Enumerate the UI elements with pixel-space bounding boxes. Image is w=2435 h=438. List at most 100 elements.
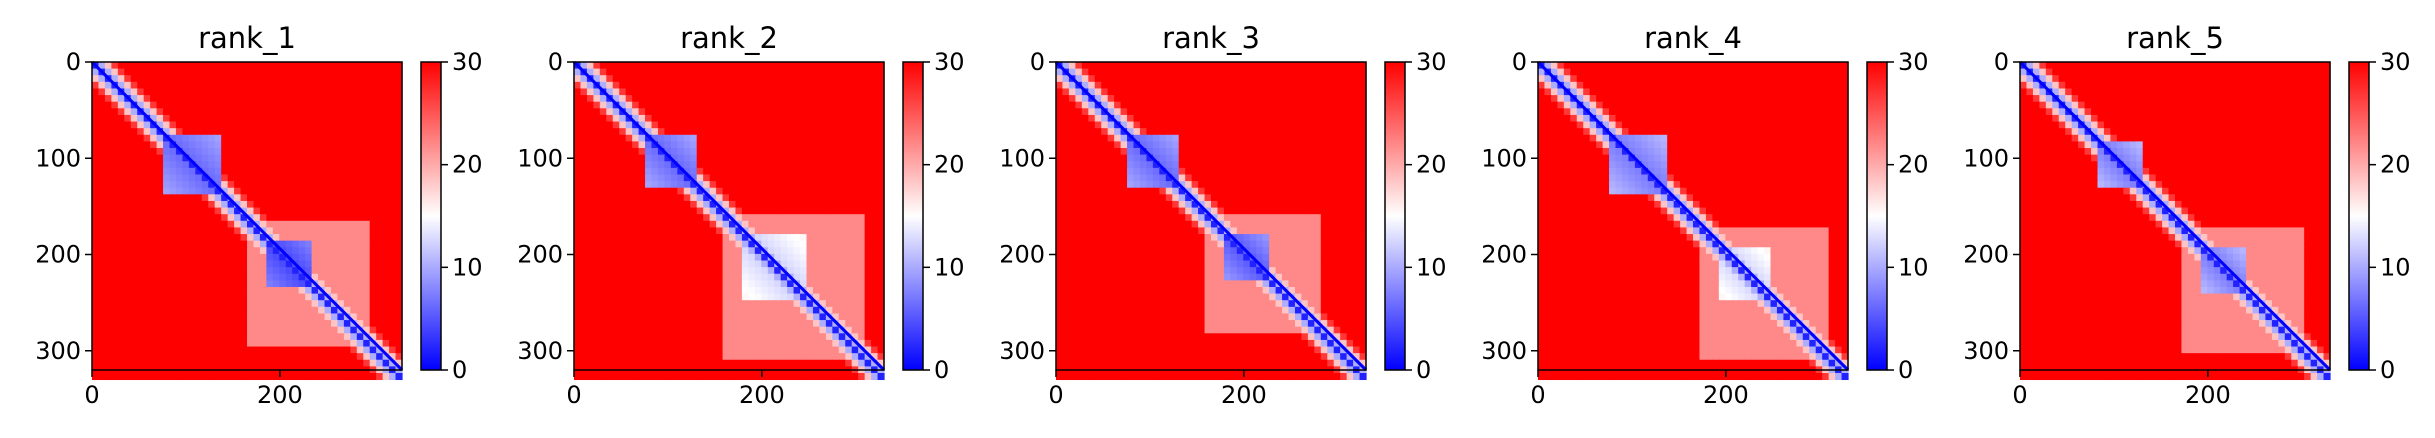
heatmap-cell [1340,95,1348,103]
heatmap-cell [683,200,691,208]
heatmap-cell [858,293,866,301]
heatmap-cell [253,187,261,195]
heatmap-cell [657,359,666,367]
heatmap-cell [221,75,229,83]
heatmap-cell [285,346,293,354]
heatmap-cell [741,300,749,308]
heatmap-cell [305,95,313,103]
heatmap-cell [793,148,801,156]
heatmap-cell [722,134,730,142]
heatmap-cell [98,227,106,235]
heatmap-cell [104,81,112,89]
heatmap-cell [657,273,666,281]
heatmap-cell [709,161,717,169]
heatmap-cell [806,68,814,76]
heatmap-cell [1198,68,1206,76]
heatmap-cell [1198,62,1206,70]
heatmap-cell [1159,62,1167,70]
heatmap-cell [137,326,145,334]
heatmap-cell [156,141,164,149]
heatmap-cell [787,62,795,70]
heatmap-cell [599,326,607,334]
heatmap-cell [767,373,775,381]
heatmap-cell [812,234,821,242]
heatmap-cell [169,220,177,228]
heatmap-cell [735,333,743,341]
heatmap-cell [156,227,164,235]
heatmap-cell [311,273,319,281]
heatmap-cell [169,346,177,354]
heatmap-cell [143,359,151,367]
heatmap-cell [806,174,814,182]
heatmap-cell [163,134,171,142]
heatmap-cell [761,293,769,301]
heatmap-cell [632,234,640,242]
heatmap-cell [1301,75,1309,83]
heatmap-cell [182,88,190,96]
heatmap-cell [117,114,125,122]
heatmap-cell [709,240,717,248]
heatmap-cell [253,373,261,381]
heatmap-cell [201,247,209,255]
heatmap-cell [619,75,627,83]
heatmap-cell [298,194,306,202]
heatmap-cell [871,293,879,301]
heatmap-cell [787,353,795,361]
heatmap-cell [767,286,775,294]
heatmap-cell [104,121,112,129]
heatmap-cell [580,260,588,268]
heatmap-cell [703,373,711,381]
heatmap-cell [664,220,672,228]
heatmap-cell [812,326,821,334]
heatmap-cell [761,128,769,136]
heatmap-cell [111,353,119,361]
heatmap-cell [389,247,397,255]
heatmap-cell [389,88,397,96]
heatmap-cell [748,227,756,235]
heatmap-cell [632,134,640,142]
heatmap-cell [606,200,614,208]
heatmap-cell [741,194,749,202]
heatmap-cell [266,253,274,261]
heatmap-cell [1333,62,1341,70]
heatmap-cell [221,220,229,228]
heatmap-cell [851,88,859,96]
heatmap-cell [272,108,280,116]
heatmap-cell [279,220,287,228]
heatmap-cell [871,75,879,83]
heatmap-cell [188,306,196,314]
heatmap-cell [580,174,588,182]
heatmap-cell [350,108,358,116]
heatmap-cell [599,121,607,129]
heatmap-cell [214,247,222,255]
heatmap-cell [221,214,229,222]
heatmap-cell [343,174,351,182]
heatmap-cell [690,154,698,162]
heatmap-cell [253,293,261,301]
heatmap-cell [195,293,203,301]
heatmap-cell [1152,81,1160,89]
heatmap-cell [586,134,594,142]
heatmap-cell [272,326,280,334]
heatmap-cell [272,154,280,162]
heatmap-cell [227,200,235,208]
heatmap-cell [612,353,620,361]
heatmap-cell [247,353,255,361]
heatmap-cell [195,62,203,70]
heatmap-cell [722,300,730,308]
heatmap-cell [612,320,620,328]
heatmap-cell [741,214,749,222]
heatmap-cell [683,234,691,242]
heatmap-cell [838,333,846,341]
heatmap-cell [1340,68,1348,76]
heatmap-cell [1288,101,1296,109]
heatmap-cell [305,161,313,169]
heatmap-cell [767,293,775,301]
heatmap-cell [735,353,743,361]
heatmap-cell [838,200,846,208]
heatmap-cell [774,75,782,83]
heatmap-cell [98,95,106,103]
heatmap-cell [298,220,306,228]
heatmap-cell [343,128,351,136]
heatmap-cell [593,167,601,175]
